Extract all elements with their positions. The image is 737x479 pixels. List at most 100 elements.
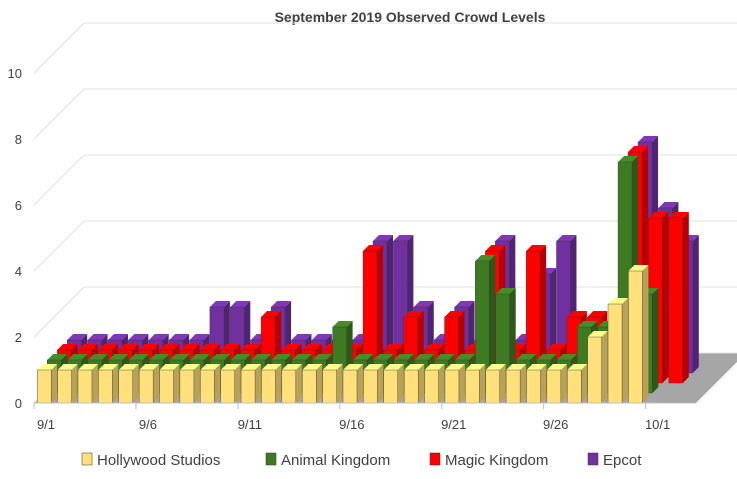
bar-top <box>261 364 282 370</box>
bar <box>179 364 200 404</box>
bar-top <box>444 364 465 370</box>
bar-top <box>302 364 323 370</box>
bar-top <box>566 311 587 317</box>
bar-top <box>67 334 88 340</box>
x-axis-ticks: 9/1 9/6 9/11 9/16 9/21 9/26 10/1 <box>33 402 696 432</box>
bar-front <box>281 369 297 404</box>
bar-side <box>581 364 588 403</box>
bar-front <box>526 369 541 404</box>
bars <box>36 136 699 404</box>
legend-swatch <box>265 452 277 466</box>
bar-top <box>179 364 200 370</box>
bar-top <box>210 354 231 360</box>
bar-front <box>159 369 174 404</box>
bar-top <box>128 334 149 340</box>
bar-top <box>77 364 98 370</box>
y-tick-label: 6 <box>15 198 22 213</box>
bar-top <box>159 344 180 350</box>
bar <box>322 364 343 404</box>
bar <box>567 364 588 404</box>
bar-top <box>179 344 200 350</box>
bar-top <box>444 311 465 317</box>
bar-side <box>560 364 567 403</box>
legend: Hollywood Studios Animal Kingdom Magic Kin… <box>81 452 642 469</box>
bar-side <box>193 364 200 403</box>
legend-label: Epcot <box>603 452 642 469</box>
bar-top <box>139 364 160 370</box>
bar-side <box>91 364 98 403</box>
x-tick-label: 9/11 <box>238 417 262 432</box>
bar-front <box>383 369 398 404</box>
legend-label: Hollywood Studios <box>97 452 220 469</box>
bar-side <box>682 212 689 383</box>
x-tick-label: 9/21 <box>441 417 466 432</box>
bar-side <box>336 364 343 403</box>
bar-side <box>397 364 404 403</box>
bar-front <box>179 369 195 404</box>
bar-top <box>373 235 393 241</box>
bar-top <box>495 235 516 241</box>
bar-top <box>169 334 190 340</box>
bar-top <box>454 301 475 307</box>
bar-top <box>332 321 353 327</box>
bar <box>475 255 496 394</box>
bar-top <box>577 321 598 327</box>
x-tick-label: 9/16 <box>339 417 364 432</box>
legend-item: Hollywood Studios <box>81 452 220 469</box>
bar <box>200 364 221 404</box>
bar-front <box>587 336 602 404</box>
x-tick-label: 9/6 <box>139 417 157 432</box>
legend-swatch <box>81 452 93 466</box>
bar-top <box>475 255 496 261</box>
grid-line-side <box>33 22 85 74</box>
bar-side <box>418 364 425 403</box>
grid-line-side <box>33 154 85 206</box>
bar-front <box>77 369 93 404</box>
bar-side <box>214 364 221 403</box>
chart-title: September 2019 Observed Crowd Levels <box>275 9 546 25</box>
y-tick-label: 10 <box>8 66 22 81</box>
bar-top <box>230 354 251 360</box>
bar-top <box>312 354 333 360</box>
bar-top <box>97 344 118 350</box>
bar-side <box>377 245 383 383</box>
bar-top <box>281 344 302 350</box>
bar-top <box>393 235 414 241</box>
bar-top <box>271 301 292 307</box>
x-tick-label: 10/1 <box>645 417 670 432</box>
bar-top <box>118 344 139 350</box>
bar-top <box>301 344 322 350</box>
bar-front <box>628 270 643 404</box>
bar-top <box>209 301 230 307</box>
grid-line-side <box>33 286 85 338</box>
bar-side <box>479 364 486 403</box>
bar-top <box>251 354 272 360</box>
bar-top <box>159 364 180 370</box>
bar-top <box>526 364 547 370</box>
bar-side <box>540 364 547 403</box>
bar-top <box>67 354 88 360</box>
bar <box>505 364 527 404</box>
bar-top <box>413 301 434 307</box>
y-tick-label: 0 <box>15 396 22 411</box>
bar-top <box>189 354 210 360</box>
bar-side <box>499 364 506 403</box>
bar-top <box>37 364 58 370</box>
bar-front <box>138 369 154 404</box>
bar-top <box>638 136 659 142</box>
bar-front <box>505 369 521 404</box>
bar-side <box>489 255 496 393</box>
bar-top <box>363 364 384 370</box>
bar-top <box>108 354 129 360</box>
bar-front <box>261 369 276 404</box>
bar-top <box>87 354 108 360</box>
grid-line-side <box>33 220 85 272</box>
bar-top <box>291 334 312 340</box>
bar <box>444 364 465 404</box>
bar-front <box>98 369 113 404</box>
legend-swatch <box>429 452 441 466</box>
bar-side <box>438 364 445 403</box>
legend-item: Magic Kingdom <box>429 452 548 469</box>
bar-top <box>230 301 251 307</box>
bar-side <box>153 364 160 403</box>
